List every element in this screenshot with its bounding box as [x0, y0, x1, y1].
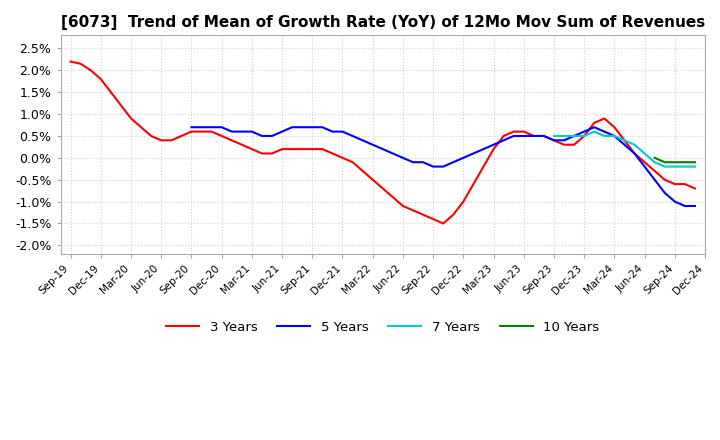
- 7 Years: [559, 133, 568, 139]
- 5 Years: [690, 203, 699, 209]
- 7 Years: [570, 133, 578, 139]
- 7 Years: [670, 164, 679, 169]
- 3 Years: [680, 181, 689, 187]
- 5 Years: [298, 125, 307, 130]
- Legend: 3 Years, 5 Years, 7 Years, 10 Years: 3 Years, 5 Years, 7 Years, 10 Years: [161, 316, 605, 339]
- 7 Years: [549, 133, 558, 139]
- 5 Years: [338, 129, 347, 134]
- 3 Years: [238, 142, 246, 147]
- Line: 5 Years: 5 Years: [192, 127, 695, 206]
- 5 Years: [519, 133, 528, 139]
- 7 Years: [590, 129, 598, 134]
- 7 Years: [610, 133, 618, 139]
- 5 Years: [680, 203, 689, 209]
- 10 Years: [650, 155, 659, 161]
- 7 Years: [620, 138, 629, 143]
- 10 Years: [670, 160, 679, 165]
- 3 Years: [379, 186, 387, 191]
- Line: 7 Years: 7 Years: [554, 132, 695, 167]
- 7 Years: [690, 164, 699, 169]
- 3 Years: [690, 186, 699, 191]
- 3 Years: [258, 151, 266, 156]
- 7 Years: [630, 142, 639, 147]
- Title: [6073]  Trend of Mean of Growth Rate (YoY) of 12Mo Mov Sum of Revenues: [6073] Trend of Mean of Growth Rate (YoY…: [60, 15, 705, 30]
- 7 Years: [600, 133, 608, 139]
- 3 Years: [439, 221, 448, 226]
- 10 Years: [660, 160, 669, 165]
- 10 Years: [680, 160, 689, 165]
- 3 Years: [509, 129, 518, 134]
- 3 Years: [66, 59, 75, 64]
- 5 Years: [670, 199, 679, 204]
- Line: 10 Years: 10 Years: [654, 158, 695, 162]
- 5 Years: [187, 125, 196, 130]
- Line: 3 Years: 3 Years: [71, 62, 695, 224]
- 5 Years: [348, 133, 357, 139]
- 7 Years: [660, 164, 669, 169]
- 7 Years: [650, 160, 659, 165]
- 3 Years: [359, 169, 367, 174]
- 7 Years: [580, 133, 588, 139]
- 7 Years: [640, 151, 649, 156]
- 10 Years: [690, 160, 699, 165]
- 7 Years: [680, 164, 689, 169]
- 5 Years: [549, 138, 558, 143]
